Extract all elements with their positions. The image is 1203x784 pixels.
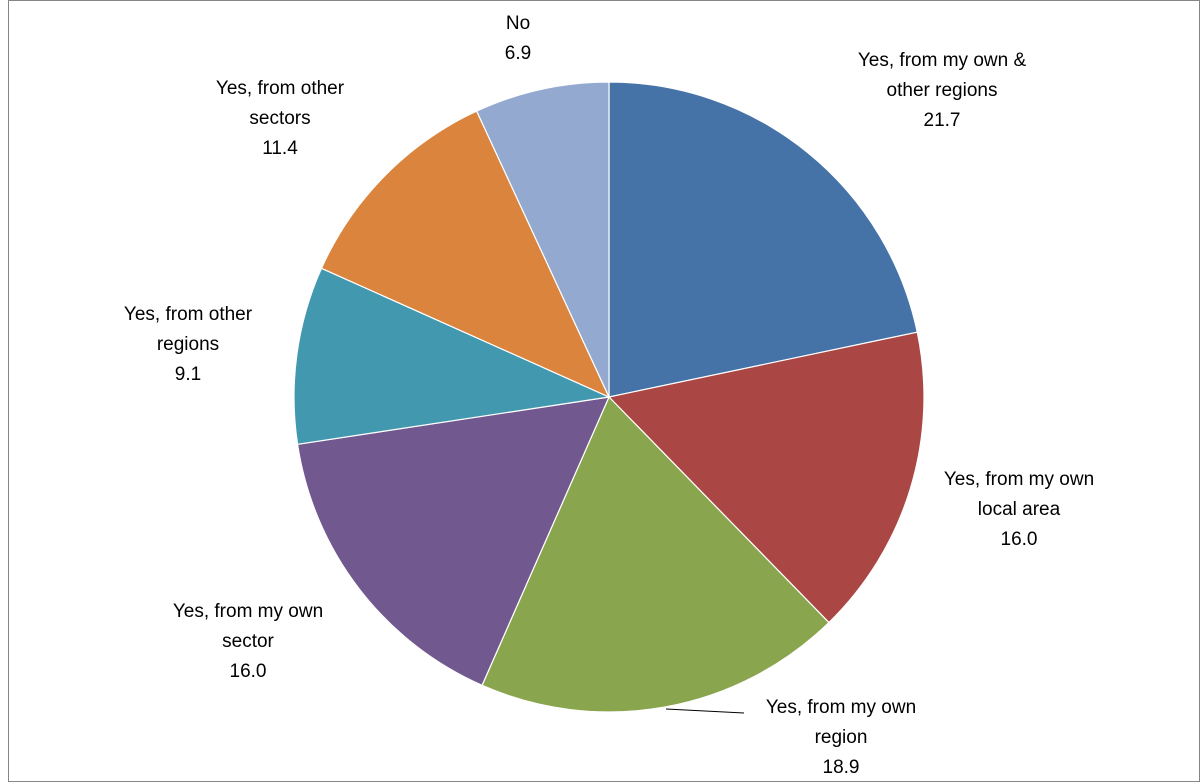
- pie-slice: [608, 81, 918, 398]
- slice-category-label: region: [815, 727, 868, 748]
- pie-slice: [607, 331, 925, 624]
- slice-data-label: Yes, from my own sector 16.0: [173, 601, 323, 682]
- pie-slice: [475, 81, 610, 398]
- slice-value-label: 21.7: [924, 110, 961, 131]
- slice-value-label: 16.0: [230, 661, 267, 682]
- slice-data-label: Yes, from my own & other regions 21.7: [858, 50, 1027, 131]
- slice-data-label: Yes, from other regions 9.1: [124, 304, 253, 385]
- slice-category-label: Yes, from my own &: [858, 50, 1027, 71]
- pie-slice: [320, 110, 611, 399]
- data-labels: Yes, from my own & other regions 21.7Yes, …: [124, 13, 1094, 778]
- slice-value-label: 18.9: [823, 757, 860, 778]
- slice-value-label: 6.9: [505, 43, 531, 64]
- slice-category-label: other regions: [887, 80, 998, 101]
- slice-data-label: Yes, from my own local area 16.0: [944, 469, 1094, 550]
- slice-value-label: 16.0: [1001, 529, 1038, 550]
- slice-category-label: No: [506, 13, 530, 34]
- slice-category-label: local area: [978, 499, 1061, 520]
- slice-category-label: Yes, from other: [216, 78, 345, 99]
- slice-category-label: Yes, from my own: [766, 697, 916, 718]
- slice-category-label: regions: [157, 334, 219, 355]
- pie-slice: [293, 267, 612, 446]
- pie-slices: [293, 81, 925, 713]
- leader-lines: [665, 708, 745, 714]
- slice-data-label: Yes, from other sectors 11.4: [216, 78, 345, 159]
- slice-value-label: 11.4: [262, 138, 298, 159]
- slice-category-label: sector: [222, 631, 274, 652]
- pie-slice: [296, 396, 610, 687]
- slice-category-label: Yes, from other: [124, 304, 253, 325]
- slice-category-label: Yes, from my own: [944, 469, 1094, 490]
- slice-value-label: 9.1: [175, 364, 201, 385]
- leader-line: [665, 708, 745, 714]
- slice-data-label: No 6.9: [505, 13, 531, 64]
- pie-slice: [481, 395, 830, 713]
- slice-data-label: Yes, from my own region 18.9: [766, 697, 916, 778]
- slice-category-label: sectors: [249, 108, 310, 129]
- slice-category-label: Yes, from my own: [173, 601, 323, 622]
